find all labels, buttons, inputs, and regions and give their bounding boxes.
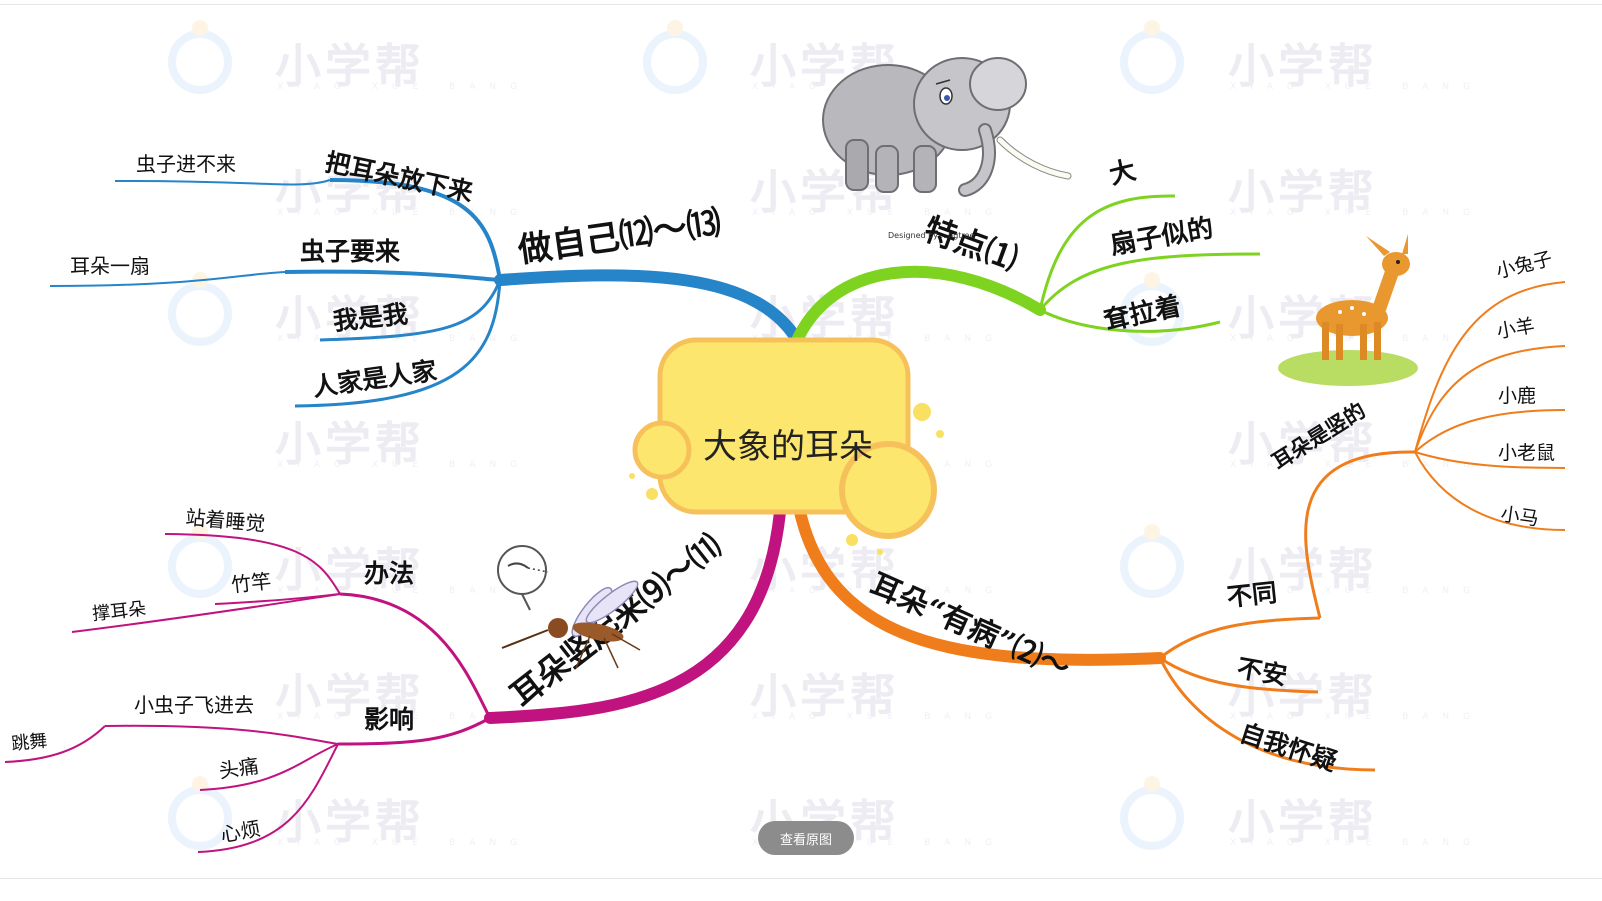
watermark-logo-icon [1120, 20, 1184, 94]
top-border [0, 4, 1602, 5]
central-node-bubble-left [632, 420, 692, 480]
branch-blue-link [284, 269, 501, 282]
node-woshiwo[interactable]: 我是我 [332, 299, 410, 336]
branch-orange [794, 281, 1566, 772]
topic-zuoziji[interactable]: 做自己⑿～⒀ [515, 203, 724, 271]
branch-orange-link [1159, 656, 1319, 694]
decor-dot [936, 430, 944, 438]
branch-orange-trunk [794, 506, 1166, 666]
watermark-logo-icon [1120, 524, 1184, 598]
watermark-logo-icon [168, 20, 232, 94]
branch-blue-link [294, 279, 502, 408]
deer-illustration [1278, 234, 1418, 386]
decor-dot [846, 534, 858, 546]
node-cheng-erduo[interactable]: 撑耳朵 [91, 598, 147, 625]
branch-orange-link [1414, 345, 1566, 453]
mosquito-illustration [497, 545, 641, 669]
branch-blue-link [329, 178, 502, 281]
branch-blue-link [114, 179, 331, 186]
branch-orange-link [1304, 450, 1416, 619]
view-original-button[interactable]: 查看原图 [758, 821, 854, 855]
node-erduo-yishan[interactable]: 耳朵一扇 [70, 254, 150, 278]
branch-blue [49, 178, 806, 408]
node-tiaowu[interactable]: 跳舞 [10, 730, 48, 755]
central-node-title: 大象的耳朵 [703, 427, 873, 467]
branch-orange-link [1158, 657, 1376, 772]
branch-magenta-link [339, 592, 492, 719]
node-butong[interactable]: 不同 [1226, 578, 1279, 612]
decor-dot [646, 488, 658, 500]
node-yingxiang[interactable]: 影响 [364, 705, 414, 734]
node-xiaoma[interactable]: 小马 [1499, 503, 1540, 530]
watermark-logo-icon [168, 776, 232, 850]
node-chongzi-yaolai[interactable]: 虫子要来 [300, 237, 401, 266]
node-buan[interactable]: 不安 [1235, 653, 1289, 690]
branch-green [789, 194, 1261, 351]
watermark-logo-icon [1120, 272, 1184, 346]
decor-dot [629, 473, 635, 479]
node-renjia-shi-renjia[interactable]: 人家是人家 [311, 356, 439, 402]
branch-magenta-link [4, 725, 106, 763]
branch-orange-link [1414, 409, 1566, 453]
branch-green-link [1038, 194, 1176, 311]
node-xiaotuzi[interactable]: 小兔子 [1494, 248, 1555, 283]
branch-blue-trunk [494, 269, 806, 351]
node-xiaolu[interactable]: 小鹿 [1498, 385, 1536, 407]
bottom-border [0, 878, 1602, 879]
branch-magenta-link [337, 716, 491, 746]
branch-magenta [4, 506, 786, 853]
image-credit: Designed by ...ngtree [888, 231, 974, 240]
node-ziwo-huaiyi[interactable]: 自我怀疑 [1236, 718, 1340, 776]
branch-green-link [1038, 252, 1261, 311]
branch-magenta-link [197, 743, 339, 853]
watermark-logo-icon [1120, 776, 1184, 850]
branch-blue-link [49, 271, 286, 287]
node-xiaolaoshu[interactable]: 小老鼠 [1498, 442, 1555, 464]
watermark-logo-group [168, 20, 1184, 850]
node-xiaochongzi-feijinqu[interactable]: 小虫子飞进去 [134, 693, 254, 717]
central-node[interactable]: 大象的耳朵 [629, 337, 944, 555]
branch-green-link [1039, 308, 1221, 333]
node-banfa[interactable]: 办法 [364, 559, 414, 588]
watermark-logo-icon [643, 20, 707, 94]
branch-magenta-link [164, 533, 341, 595]
node-zhugan[interactable]: 竹竿 [230, 569, 272, 597]
node-xiaoyang[interactable]: 小羊 [1495, 315, 1536, 343]
branch-orange-link [1414, 451, 1566, 531]
central-node-bubble-right [839, 441, 937, 539]
node-erduo-shi-shude[interactable]: 耳朵是竖的 [1267, 397, 1369, 474]
branch-green-trunk [789, 265, 1046, 351]
branch-orange-link [1414, 281, 1566, 453]
decor-dot [877, 549, 883, 555]
node-da[interactable]: 大 [1106, 155, 1139, 190]
branch-magenta-trunk [484, 506, 786, 724]
branch-blue-link [319, 279, 502, 342]
node-toutong[interactable]: 头痛 [217, 754, 260, 783]
branch-orange-link [1159, 616, 1321, 660]
branch-magenta-link [104, 724, 339, 745]
branch-magenta-link [71, 593, 341, 633]
elephant-illustration [822, 57, 1072, 197]
decor-dot [913, 403, 931, 421]
branch-orange-link [1414, 451, 1566, 469]
node-chongzi-jinbulai[interactable]: 虫子进不来 [136, 152, 236, 176]
branch-magenta-link [199, 743, 339, 791]
node-ba-erduo-fangxialai[interactable]: 把耳朵放下来 [323, 148, 477, 208]
